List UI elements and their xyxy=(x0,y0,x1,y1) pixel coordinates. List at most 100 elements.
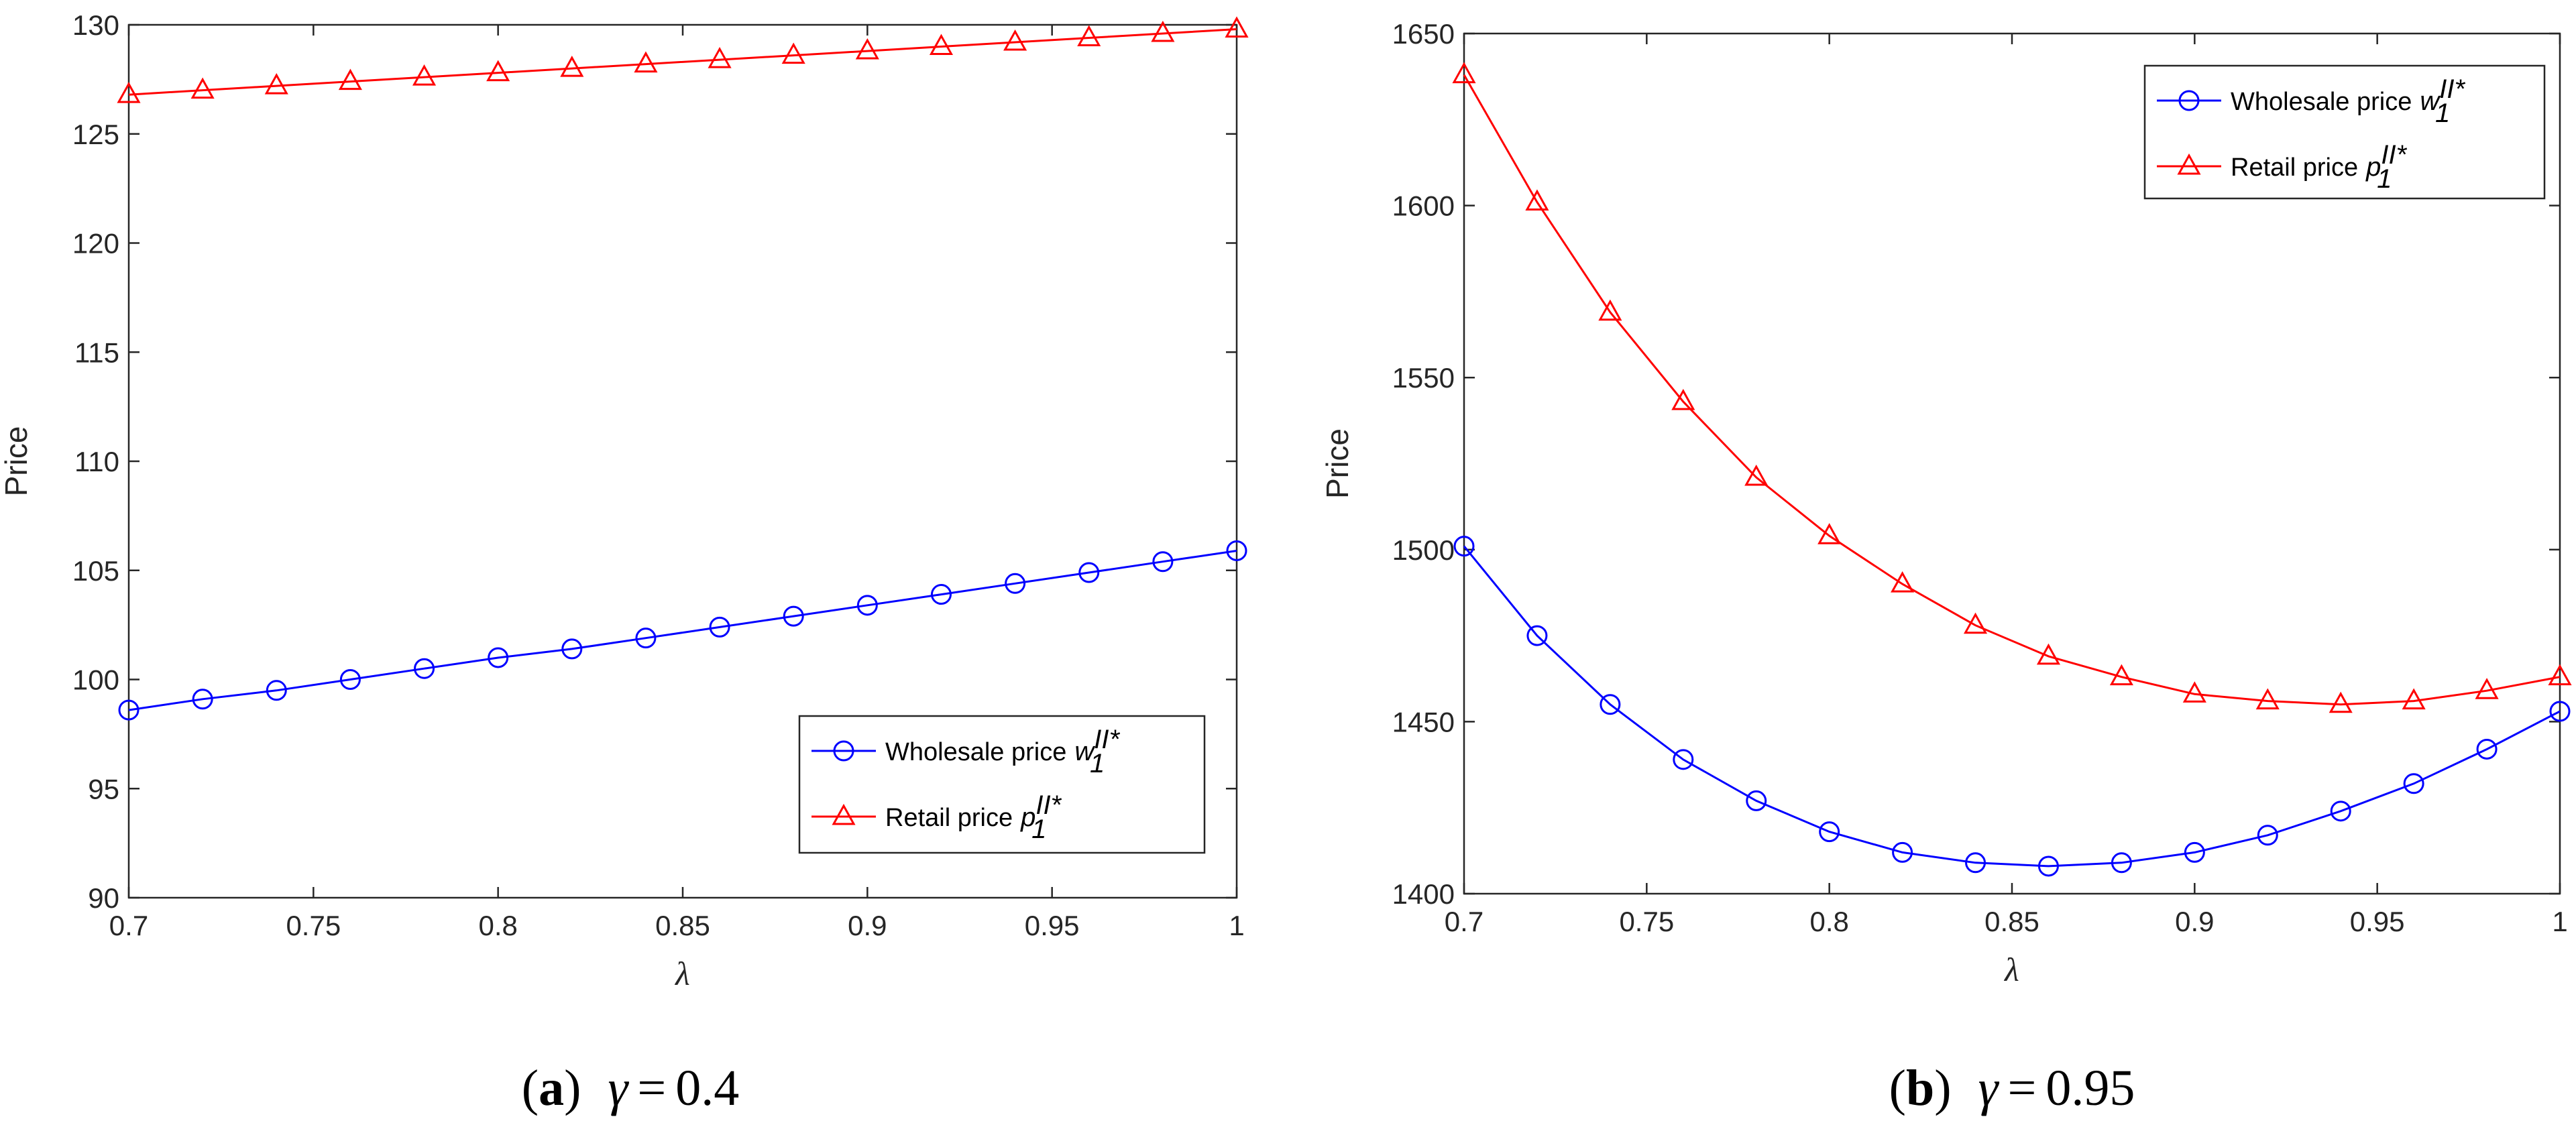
data-point-retail xyxy=(1891,571,1915,593)
legend-sup: II* xyxy=(2381,140,2407,170)
data-point-wholesale xyxy=(1746,790,1767,811)
data-point-retail xyxy=(117,82,141,103)
series-line-wholesale xyxy=(1463,545,2561,868)
legend-marker-triangle-icon xyxy=(2177,153,2201,175)
y-tick-label: 1650 xyxy=(1392,18,1455,50)
data-point-retail xyxy=(781,42,805,64)
legend-symbol: w xyxy=(2420,86,2441,116)
y-axis-label: Price xyxy=(1320,428,1355,499)
data-point-retail xyxy=(1525,189,1549,211)
x-tick-label: 0.95 xyxy=(1025,910,1080,941)
y-tick-label: 120 xyxy=(72,228,119,259)
data-point-wholesale xyxy=(635,628,657,649)
data-point-retail xyxy=(1963,612,1988,634)
legend-name: Wholesale price xyxy=(885,738,1066,766)
data-point-wholesale xyxy=(709,616,730,638)
caption-paren-close: ) xyxy=(564,1060,581,1116)
data-point-wholesale xyxy=(1526,625,1548,646)
data-point-retail xyxy=(2475,678,2499,699)
x-tick-label: 0.85 xyxy=(655,910,710,941)
caption-letter: a xyxy=(539,1060,564,1116)
legend-marker-circle-icon xyxy=(833,740,854,762)
data-point-wholesale xyxy=(2330,800,2351,822)
data-point-wholesale xyxy=(1005,573,1026,594)
y-tick-label: 90 xyxy=(88,882,119,914)
data-point-wholesale xyxy=(118,699,139,721)
data-point-retail xyxy=(1671,389,1695,410)
x-tick-label: 1 xyxy=(1229,910,1244,941)
data-point-retail xyxy=(1225,16,1249,38)
x-tick-label: 0.75 xyxy=(286,910,341,941)
legend-box xyxy=(798,715,1206,854)
y-tick-label: 1400 xyxy=(1392,878,1455,910)
y-tick-label: 105 xyxy=(72,555,119,587)
legend-sub: 1 xyxy=(1031,815,1046,844)
legend-sub: 1 xyxy=(2377,164,2392,194)
x-tick-label: 0.8 xyxy=(1809,906,1848,937)
data-point-retail xyxy=(1151,20,1175,42)
data-point-retail xyxy=(1817,523,1842,544)
legend-name: Wholesale price xyxy=(2231,88,2412,116)
data-point-retail xyxy=(338,68,362,91)
data-point-retail xyxy=(2255,688,2280,710)
legend-sup: II* xyxy=(1094,725,1120,754)
data-point-wholesale xyxy=(2257,825,2278,846)
x-tick-label: 1 xyxy=(2552,906,2567,937)
caption-paren-open: ( xyxy=(1889,1060,1906,1116)
data-point-wholesale xyxy=(1965,852,1986,874)
data-point-wholesale xyxy=(266,680,287,701)
data-point-retail xyxy=(634,51,658,73)
caption-paren-close: ) xyxy=(1934,1060,1951,1116)
panel-caption: (a) γ = 0.4 xyxy=(522,1060,739,1116)
caption-gamma: γ xyxy=(608,1060,629,1116)
data-point-retail xyxy=(2036,643,2061,665)
legend-sup: II* xyxy=(2439,74,2465,104)
data-point-wholesale xyxy=(2549,701,2571,722)
x-tick-label: 0.9 xyxy=(848,910,887,941)
data-point-retail xyxy=(708,46,732,68)
y-tick-label: 115 xyxy=(74,337,119,368)
data-point-retail xyxy=(190,77,215,99)
data-point-wholesale xyxy=(2111,852,2132,874)
legend-name: Retail price xyxy=(885,804,1013,832)
x-tick-label: 0.75 xyxy=(1619,906,1674,937)
x-axis-label: λ xyxy=(2003,951,2019,988)
data-point-retail xyxy=(2182,681,2206,703)
data-point-wholesale xyxy=(1152,551,1174,573)
data-point-wholesale xyxy=(2476,738,2498,760)
x-tick-label: 0.85 xyxy=(1984,906,2039,937)
data-point-wholesale xyxy=(783,605,804,627)
data-point-retail xyxy=(1003,29,1027,51)
y-tick-label: 1600 xyxy=(1392,190,1455,222)
data-point-wholesale xyxy=(1892,841,1913,863)
data-point-retail xyxy=(560,56,584,77)
caption-letter: b xyxy=(1906,1060,1934,1116)
legend-entry-label: Wholesale price wII* 1 xyxy=(885,725,1120,778)
data-point-wholesale xyxy=(1226,540,1247,561)
data-point-wholesale xyxy=(930,584,952,605)
data-point-wholesale xyxy=(1600,694,1621,715)
data-point-wholesale xyxy=(561,638,583,660)
data-point-wholesale xyxy=(339,669,361,690)
data-point-wholesale xyxy=(192,689,213,710)
data-point-retail xyxy=(1598,299,1622,321)
x-tick-label: 0.8 xyxy=(478,910,517,941)
y-axis-label: Price xyxy=(0,426,34,497)
x-tick-label: 0.95 xyxy=(2350,906,2405,937)
data-point-retail xyxy=(1744,464,1769,486)
y-tick-label: 1500 xyxy=(1392,534,1455,566)
data-point-retail xyxy=(2402,688,2426,710)
y-tick-label: 125 xyxy=(72,119,119,150)
caption-equals: = xyxy=(637,1060,666,1116)
y-tick-label: 1550 xyxy=(1392,362,1455,394)
panel-a: 0.7 0.75 0.8 0.85 0.9 0.95 1 90 95 100 105 110 115 12… xyxy=(0,9,1249,1116)
data-point-retail xyxy=(2548,664,2572,686)
legend-entry-label: Wholesale price wII* 1 xyxy=(2231,74,2465,128)
data-point-retail xyxy=(412,64,437,86)
caption-gamma-value: 0.4 xyxy=(675,1060,739,1116)
data-point-retail xyxy=(1077,25,1101,47)
series-line-retail xyxy=(128,28,1237,96)
y-tick-label: 130 xyxy=(72,9,119,41)
series-line-retail xyxy=(1463,74,2561,706)
